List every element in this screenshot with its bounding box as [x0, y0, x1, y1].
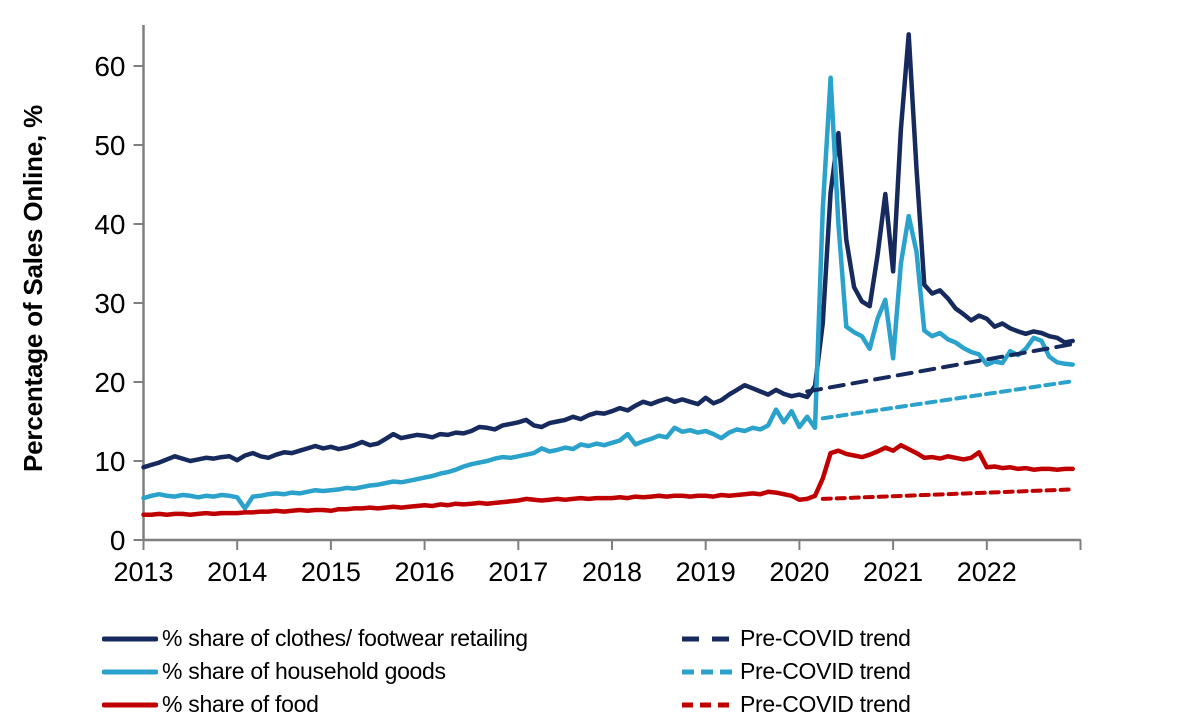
x-tick-label: 2021 [863, 557, 923, 587]
y-tick-label: 50 [94, 130, 125, 161]
y-tick-label: 30 [94, 288, 125, 319]
legend-label-clothes: % share of clothes/ footwear retailing [162, 625, 528, 651]
legend-item-food: % share of food [102, 688, 528, 720]
y-tick-label: 10 [94, 446, 125, 477]
series-line-3-trend [805, 342, 1075, 394]
x-tick-label: 2022 [957, 557, 1017, 587]
legend-label-trend-household: Pre-COVID trend [740, 658, 911, 684]
series-line-5-trend [820, 487, 1075, 501]
x-tick-label: 2016 [395, 557, 455, 587]
legend-swatch-household-line [102, 669, 158, 674]
legend-swatch-clothes-line [102, 636, 158, 641]
chart-canvas: 0 10 20 30 40 50 60 2013 2014 2015 2016 2017 2018 201… [94, 25, 1082, 587]
legend-label-household: % share of household goods [162, 658, 446, 684]
y-tick-label: 20 [94, 367, 125, 398]
series-line-0 [141, 32, 1075, 470]
legend-item-trend-household: Pre-COVID trend [680, 655, 911, 688]
series-line-4-trend [820, 379, 1075, 421]
series-line-1 [141, 75, 1075, 511]
legend-item-trend-clothes: Pre-COVID trend [680, 622, 911, 655]
legend-item-household: % share of household goods [102, 655, 528, 688]
y-tick-label: 40 [94, 209, 125, 240]
legend-swatch-trend-food-line [682, 702, 734, 707]
legend-column-trends: Pre-COVID trend Pre-COVID trend Pre-COVI… [680, 622, 911, 720]
legend-item-clothes: % share of clothes/ footwear retailing [102, 622, 528, 655]
legend-label-food: % share of food [162, 691, 319, 717]
legend-label-trend-clothes: Pre-COVID trend [740, 625, 911, 651]
y-tick-label: 0 [110, 525, 126, 556]
y-tick-label: 60 [94, 51, 125, 82]
x-tick-label: 2020 [769, 557, 829, 587]
x-tick-label: 2015 [301, 557, 361, 587]
legend-swatch-trend-clothes-line [682, 636, 734, 641]
legend: % share of clothes/ footwear retailing %… [0, 622, 1200, 720]
legend-swatch-food-line [102, 702, 158, 707]
legend-label-trend-food: Pre-COVID trend [740, 691, 911, 717]
x-tick-label: 2014 [207, 557, 267, 587]
legend-swatch-trend-household-line [682, 669, 734, 674]
x-tick-label: 2013 [113, 557, 173, 587]
x-tick-label: 2017 [488, 557, 548, 587]
x-tick-label: 2019 [676, 557, 736, 587]
legend-item-trend-food: Pre-COVID trend [680, 688, 911, 720]
legend-column-solid: % share of clothes/ footwear retailing %… [102, 622, 528, 720]
series-line-2 [141, 442, 1075, 517]
y-axis-title: Percentage of Sales Online, % [18, 105, 48, 472]
x-tick-label: 2018 [582, 557, 642, 587]
